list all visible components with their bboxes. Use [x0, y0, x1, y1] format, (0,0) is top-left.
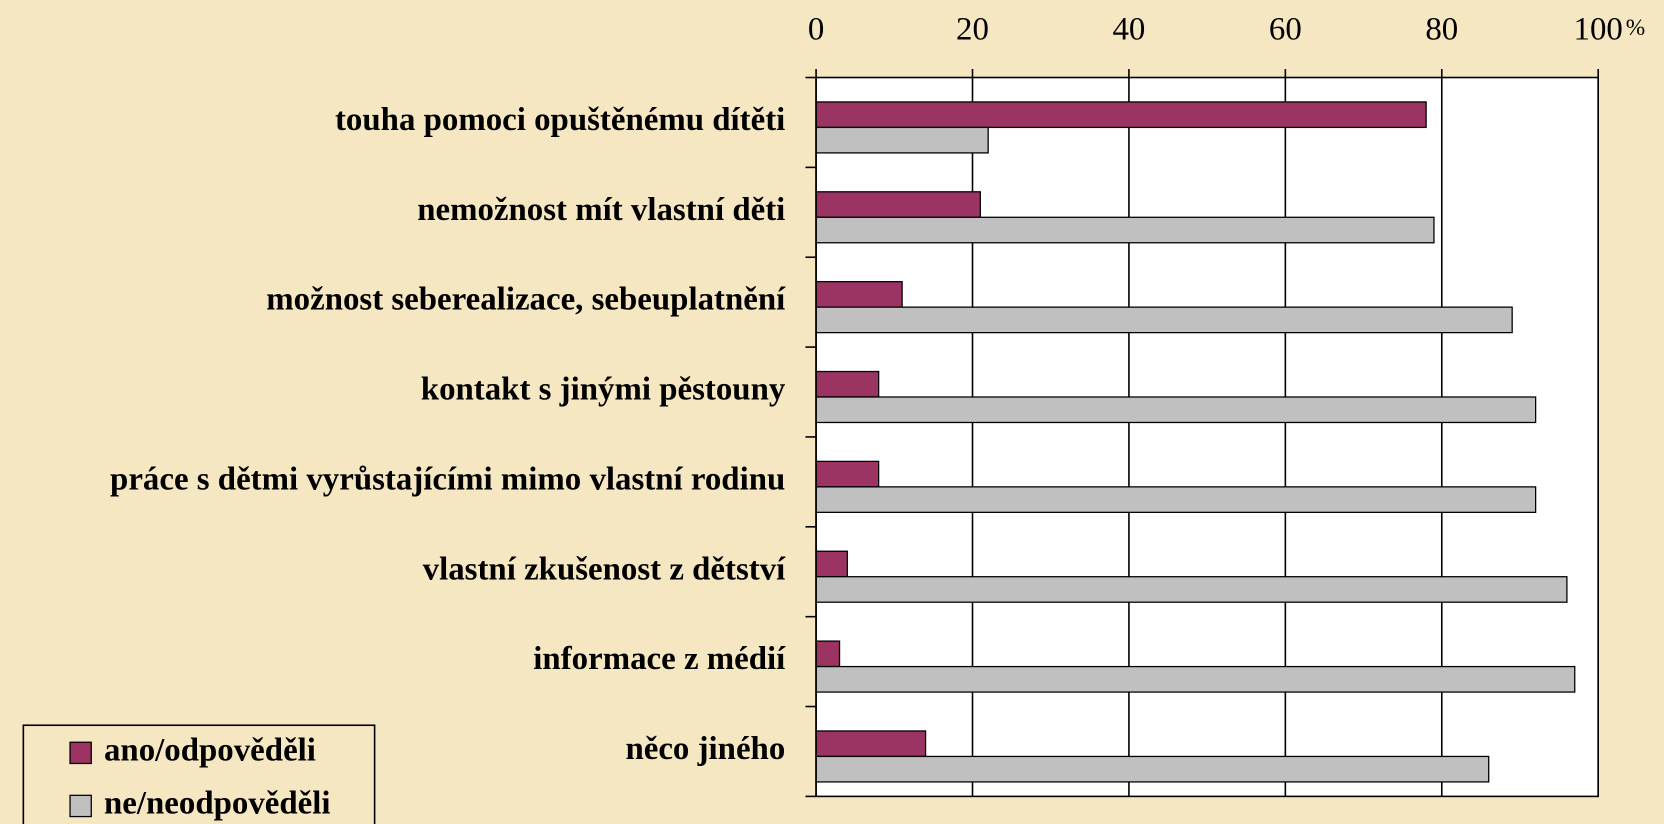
bar	[815, 550, 849, 578]
y-tick-label: práce s dětmi vyrůstajícími mimo vlastní…	[110, 461, 785, 497]
bar	[815, 576, 1568, 603]
bar	[815, 460, 880, 488]
bar	[815, 665, 1576, 693]
y-tick-label: vlastní zkušenost z dětství	[423, 551, 786, 587]
bar	[815, 730, 927, 758]
y-tick-label: něco jiného	[625, 731, 785, 767]
x-tick-label: 60	[1269, 11, 1302, 47]
plot-frame	[815, 76, 1599, 798]
x-tick-label: 80	[1425, 11, 1458, 47]
y-tick-label: touha pomoci opuštěnému dítěti	[335, 102, 785, 138]
axis-unit: %	[1626, 15, 1645, 41]
legend-swatch	[69, 794, 92, 818]
x-tick-label: 20	[956, 11, 989, 47]
x-tick-label: 40	[1112, 11, 1145, 47]
legend-label: ano/odpověděli	[104, 732, 316, 768]
bar	[815, 306, 1513, 334]
bar	[815, 486, 1537, 513]
legend-label: ne/neodpověděli	[104, 785, 331, 821]
bar	[815, 191, 981, 218]
bar	[815, 126, 989, 154]
bar	[815, 755, 1490, 783]
x-tick-label: 100	[1574, 11, 1623, 47]
bar	[815, 396, 1537, 424]
x-tick-label: 0	[808, 11, 824, 47]
y-tick-label: možnost seberealizace, sebeuplatnění	[266, 282, 786, 318]
y-tick-label: nemožnost mít vlastní děti	[417, 192, 785, 228]
bar	[815, 281, 903, 308]
bar	[815, 640, 841, 668]
bar	[815, 101, 1427, 129]
bar	[815, 216, 1435, 244]
plot: 0 20 40 60 80 100 touha pomoci opuštěnému dítě…	[110, 11, 1623, 798]
y-tick-label: informace z médií	[533, 641, 786, 677]
y-tick-label: kontakt s jinými pěstouny	[421, 372, 786, 408]
bar	[815, 370, 880, 398]
legend-swatch	[69, 741, 92, 765]
